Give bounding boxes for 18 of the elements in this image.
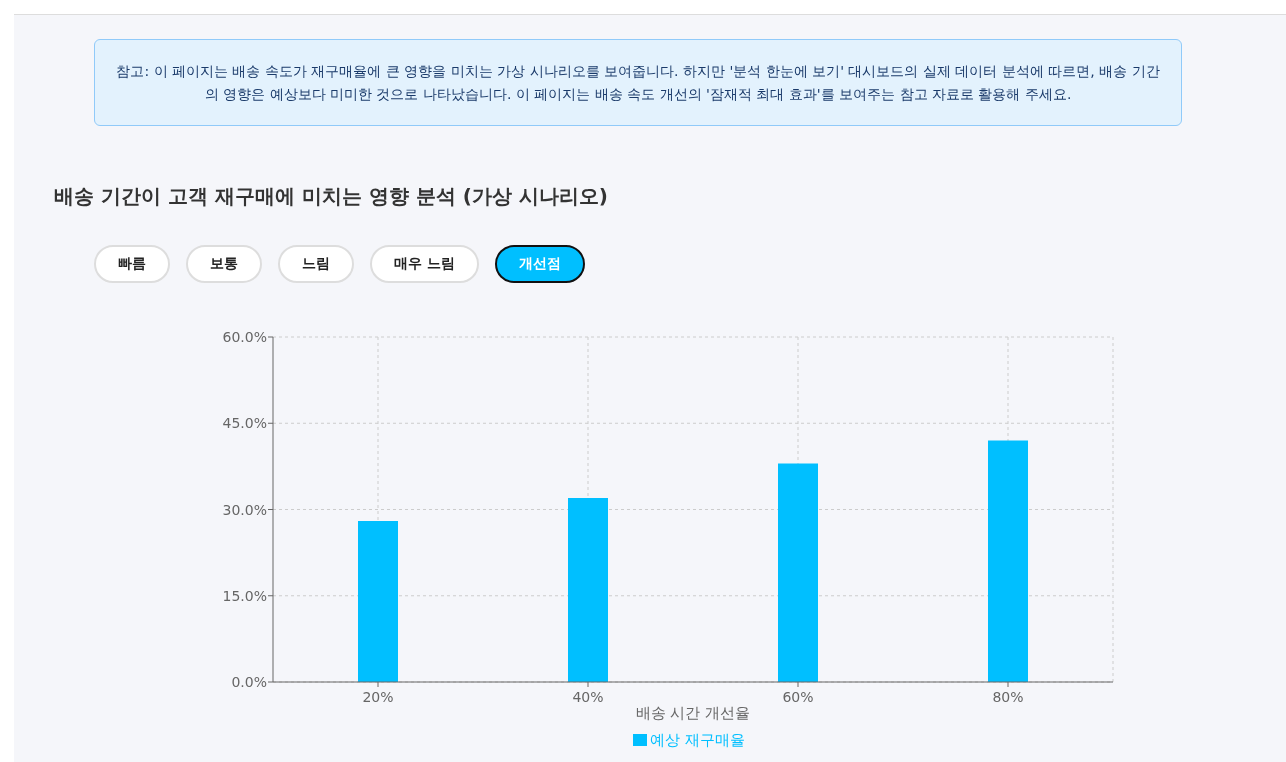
text: 참고: 이 페이지는 배송 속도가 재구매율에 큰 영향을 미치는 가상 시나리오를 보여줍니다. 하지만 '분석 한눈에 보기' 대시보드의 실제 데이터 분석에 따르면, 배송 기간의 영향은 예상보다 미미한 것으로 나타났습니다. 이 페이지는 배송 속도 개선의 '잠재적 최대 효과'를 보여주는 참고 자료로 활용해 주세요. [94, 39, 1182, 126]
y-tick-label: 15.0% [222, 587, 267, 604]
x-tick-label: 80% [992, 689, 1024, 705]
text: 느림 [278, 245, 354, 283]
y-tick-label: 0.0% [231, 674, 267, 690]
chart-title: 배송 기간이 고객 재구매에 미치는 영향 분석 (가상 시나리오) [54, 183, 608, 210]
x-tick-label: 20% [362, 689, 394, 705]
legend-label: 예상 재구매율 [650, 731, 745, 749]
y-tick-label: 45.0% [222, 415, 267, 432]
x-tick-label: 60% [782, 689, 814, 705]
text: 빠름 [94, 245, 170, 283]
text: 개선점 [494, 245, 585, 283]
text: 보통 [186, 245, 262, 283]
x-axis-title: 배송 시간 개선율 [635, 704, 751, 722]
x-tick-label: 40% [572, 689, 604, 705]
text: 매우 느림 [370, 245, 479, 283]
y-tick-label: 30.0% [222, 501, 267, 518]
y-tick-label: 60.0% [222, 329, 267, 345]
